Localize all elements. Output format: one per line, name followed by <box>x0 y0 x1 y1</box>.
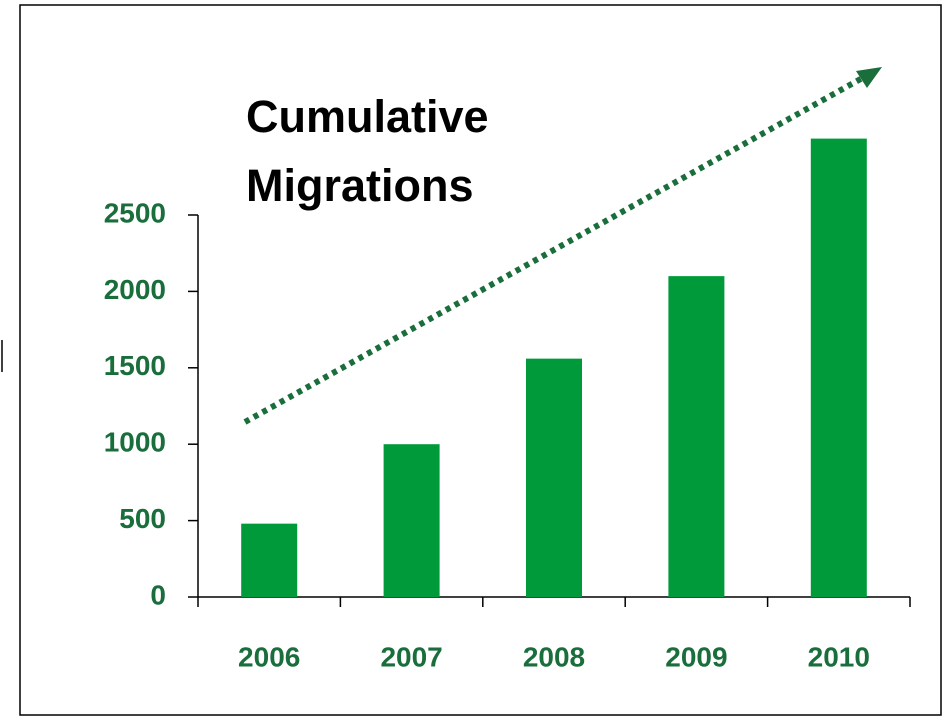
x-tick-label: 2008 <box>523 641 585 672</box>
y-tick-label: 2000 <box>104 274 166 305</box>
chart-title: Cumulative Migrations <box>246 91 489 211</box>
trend-arrow-head <box>856 67 882 88</box>
y-tick-label: 500 <box>119 503 166 534</box>
y-tick-label: 2500 <box>104 197 166 228</box>
frame <box>19 4 942 716</box>
bar <box>810 138 867 597</box>
bar <box>241 523 298 597</box>
bar <box>383 444 440 597</box>
x-tick-label: 2009 <box>665 641 727 672</box>
trend-arrow <box>243 73 868 425</box>
x-tick-label: 2006 <box>238 641 300 672</box>
x-tick-label: 2010 <box>808 641 870 672</box>
y-tick-label: 1000 <box>104 427 166 458</box>
y-tick-label: 0 <box>150 579 166 610</box>
y-tick-label: 1500 <box>104 350 166 381</box>
bar <box>526 358 582 597</box>
bar <box>668 276 725 597</box>
x-tick-label: 2007 <box>380 641 442 672</box>
